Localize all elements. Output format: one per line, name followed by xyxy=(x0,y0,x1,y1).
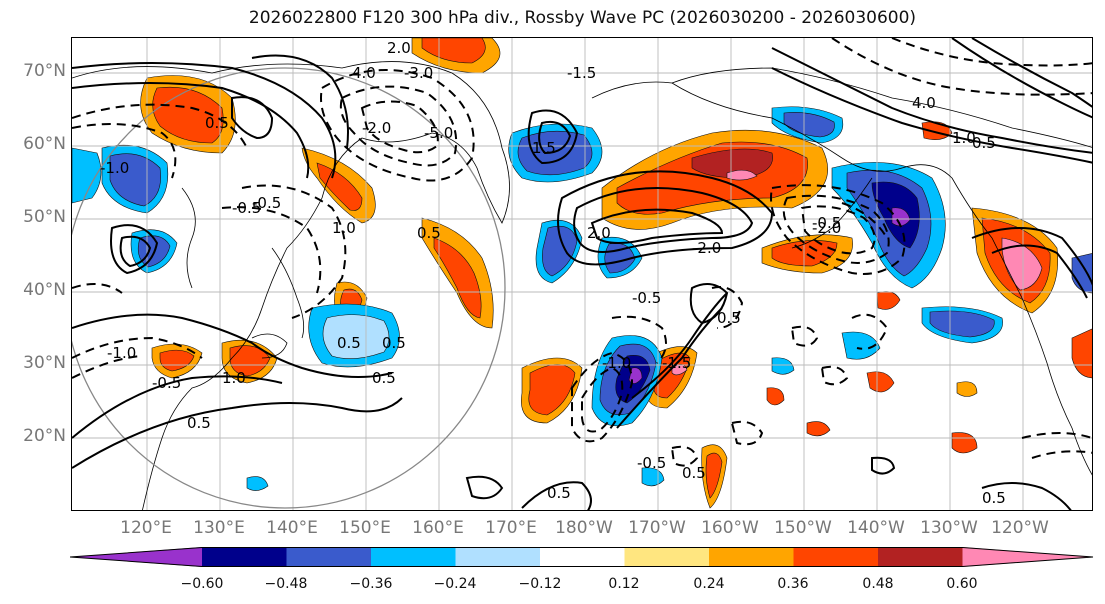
lat-label-50n: 50°N xyxy=(23,207,66,227)
contour-label: 4.0 xyxy=(352,64,376,82)
lon-label: 170°W xyxy=(628,518,686,538)
lat-label-70n: 70°N xyxy=(23,61,66,81)
colorbar-segment xyxy=(202,547,287,567)
contour-label: -0.5 xyxy=(637,454,666,472)
contour-label: 1.0 xyxy=(332,219,356,237)
contour-label: -1.0 xyxy=(107,344,136,362)
colorbar-segment xyxy=(962,547,1093,567)
lon-label: 170°E xyxy=(485,518,537,538)
colorbar-segment xyxy=(878,547,963,567)
colorbar-outline xyxy=(70,547,1094,567)
colorbar-tick-label: 0.24 xyxy=(693,576,725,592)
colorbar-tick-label: −0.48 xyxy=(264,576,308,592)
lon-label: 140°W xyxy=(847,518,905,538)
contour-label: 0.5 xyxy=(382,334,406,352)
contour-label: 1.5 xyxy=(532,139,556,157)
colorbar xyxy=(70,547,1094,567)
contour-label: 1.0 xyxy=(952,129,976,147)
contour-label: -2.0 xyxy=(362,119,391,137)
map-panel: 2.0 4.0 -3.0 -2.0 -5.0 -1.0 0.5 -0.5 1.0… xyxy=(71,37,1093,511)
colorbar-segment xyxy=(371,547,456,567)
contour-label: -1.0 xyxy=(100,159,129,177)
contour-label: 0.5 xyxy=(205,114,229,132)
colorbar-tick-label: 0.12 xyxy=(608,576,640,592)
lat-label-20n: 20°N xyxy=(23,426,66,446)
contour-label: -2.0 xyxy=(692,239,721,257)
contour-label: -1.0 xyxy=(602,354,631,372)
lon-label: 130°E xyxy=(193,518,245,538)
contour-label: 2.0 xyxy=(387,39,411,57)
colorbar-segment xyxy=(455,547,540,567)
contour-label: 0.5 xyxy=(417,224,441,242)
contour-label: 0.5 xyxy=(372,369,396,387)
wave-contours-positive xyxy=(72,38,1092,510)
lon-label: 160°W xyxy=(701,518,759,538)
colorbar-tick-label: 0.48 xyxy=(862,576,894,592)
contour-label: -5.0 xyxy=(424,124,453,142)
contour-label: 0.5 xyxy=(972,134,996,152)
contour-label: -1.5 xyxy=(567,64,596,82)
contour-label: 2.0 xyxy=(587,224,611,242)
lon-label: 120°W xyxy=(991,518,1049,538)
contour-label: 1.0 xyxy=(222,369,246,387)
graticule xyxy=(72,38,1092,510)
colorbar-segment xyxy=(624,547,709,567)
colorbar-tick-label: −0.12 xyxy=(518,576,562,592)
wave-contours-negative xyxy=(72,38,1092,467)
lon-label: 160°E xyxy=(412,518,464,538)
lon-label: 180°W xyxy=(555,518,613,538)
lon-label: 120°E xyxy=(120,518,172,538)
contour-label: 0.5 xyxy=(187,414,211,432)
contour-label: 0.5 xyxy=(982,489,1006,507)
lon-label: 130°W xyxy=(920,518,978,538)
colorbar-tick-label: −0.60 xyxy=(180,576,224,592)
contour-label: -0.5 xyxy=(152,374,181,392)
contour-label: -0.5 xyxy=(232,199,261,217)
colorbar-tick-label: −0.36 xyxy=(349,576,393,592)
colorbar-tick-label: 0.36 xyxy=(777,576,809,592)
colorbar-segment xyxy=(793,547,878,567)
lat-label-30n: 30°N xyxy=(23,353,66,373)
colorbar-segment xyxy=(70,547,202,567)
lon-label: 150°W xyxy=(774,518,832,538)
contour-label: 0.5 xyxy=(547,484,571,502)
projection-circle xyxy=(72,67,506,509)
colorbar-segment xyxy=(709,547,794,567)
contour-labels: 2.0 4.0 -3.0 -2.0 -5.0 -1.0 0.5 -0.5 1.0… xyxy=(100,39,1006,507)
contour-label: -1.5 xyxy=(662,354,691,372)
contour-label: -3.0 xyxy=(404,64,433,82)
contour-label: 4.0 xyxy=(912,94,936,112)
colorbar-segment xyxy=(286,547,371,567)
contour-label: 0.5 xyxy=(717,309,741,327)
contour-label: -2.0 xyxy=(812,219,841,237)
colorbar-tick-label: 0.60 xyxy=(946,576,978,592)
lat-label-40n: 40°N xyxy=(23,280,66,300)
contour-label: -0.5 xyxy=(252,194,281,212)
contour-label: 0.5 xyxy=(682,464,706,482)
contour-label: -0.5 xyxy=(632,289,661,307)
map-canvas: 2.0 4.0 -3.0 -2.0 -5.0 -1.0 0.5 -0.5 1.0… xyxy=(72,38,1092,510)
colorbar-segment xyxy=(540,547,625,567)
contour-label: -0.5 xyxy=(812,214,841,232)
lon-label: 150°E xyxy=(339,518,391,538)
lon-label: 140°E xyxy=(266,518,318,538)
divergence-shading xyxy=(72,38,1092,509)
map-title: 2026022800 F120 300 hPa div., Rossby Wav… xyxy=(248,8,917,28)
contour-label: 0.5 xyxy=(337,334,361,352)
colorbar-tick-label: −0.24 xyxy=(433,576,477,592)
lat-label-60n: 60°N xyxy=(23,134,66,154)
